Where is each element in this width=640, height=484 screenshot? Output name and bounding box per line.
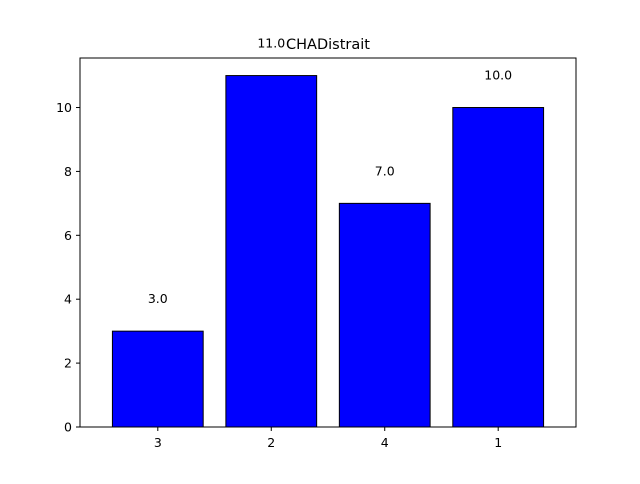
- x-tick-label: 3: [154, 435, 162, 450]
- y-tick-label: 2: [64, 356, 72, 371]
- bar-3: [111, 330, 204, 428]
- y-tick-label: 8: [64, 164, 72, 179]
- x-tick-label: 2: [267, 435, 275, 450]
- bar-2: [225, 75, 318, 428]
- data-labels: 3.0 11.0 7.0 10.0: [148, 36, 512, 307]
- bar-4: [338, 202, 431, 428]
- x-tick-label: 4: [381, 435, 389, 450]
- y-tick-label: 0: [64, 420, 72, 435]
- data-label: 10.0: [484, 68, 512, 83]
- chart-title: CHADistrait: [286, 37, 370, 53]
- data-label: 11.0: [257, 36, 285, 51]
- x-tick-label: 1: [494, 435, 502, 450]
- y-tick-label: 6: [64, 228, 72, 243]
- y-tick-label: 4: [64, 292, 72, 307]
- bars: [111, 75, 545, 428]
- y-tick-label: 10: [56, 100, 72, 115]
- data-label: 3.0: [148, 291, 168, 306]
- bar-1: [452, 107, 545, 428]
- axes-frame: [79, 57, 577, 428]
- data-label: 7.0: [375, 163, 395, 178]
